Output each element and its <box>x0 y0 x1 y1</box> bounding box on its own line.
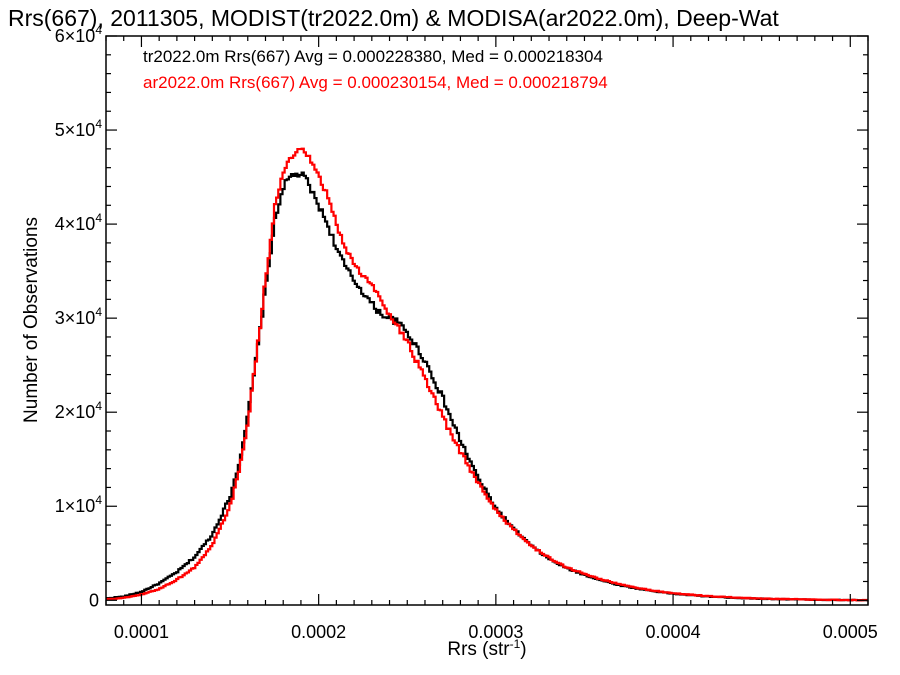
x-tick-label: 0.0004 <box>646 622 701 642</box>
legend-entry-2: ar2022.0m Rrs(667) Avg = 0.000230154, Me… <box>143 73 608 92</box>
y-tick-label: 4×104 <box>55 211 103 234</box>
ticks-layer <box>105 35 869 605</box>
series-line-1 <box>106 171 869 602</box>
chart-title: Rrs(667), 2011305, MODIST(tr2022.0m) & M… <box>8 5 779 31</box>
x-tick-label: 0.0003 <box>468 622 523 642</box>
y-tick-label: 1×104 <box>55 493 103 516</box>
y-tick-label: 5×104 <box>55 117 103 140</box>
tick-labels-layer: 0.0001 0.0002 0.0003 0.0004 0.0005 0 1×104 2×10… <box>55 23 878 642</box>
legend-entry-1: tr2022.0m Rrs(667) Avg = 0.000228380, Me… <box>143 47 603 66</box>
x-tick-label: 0.0005 <box>823 622 878 642</box>
plot-frame <box>105 35 869 606</box>
y-axis-label: Number of Observations <box>21 217 42 423</box>
y-tick-label: 3×104 <box>55 305 103 328</box>
y-tick-label: 6×104 <box>55 23 103 46</box>
x-axis-label-close: ) <box>520 639 526 660</box>
series-layer <box>106 147 869 602</box>
x-tick-label: 0.0001 <box>114 622 169 642</box>
x-axis-label-exponent: -1 <box>510 637 521 651</box>
x-axis-label: Rrs (str-1) <box>447 637 526 660</box>
x-axis-label-base: Rrs (str <box>447 639 510 660</box>
x-tick-label: 0.0002 <box>291 622 346 642</box>
series-line-2 <box>106 147 869 602</box>
y-tick-label: 0 <box>89 590 99 610</box>
legend: tr2022.0m Rrs(667) Avg = 0.000228380, Me… <box>143 47 608 92</box>
y-tick-label: 2×104 <box>55 399 103 422</box>
